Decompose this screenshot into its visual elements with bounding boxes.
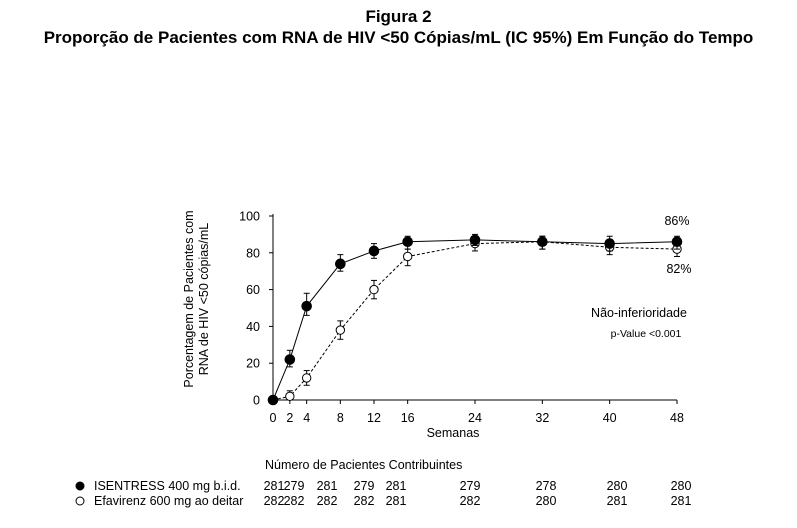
isentress-point (604, 238, 615, 249)
page-header: Figura 2 Proporção de Pacientes com RNA … (0, 6, 797, 48)
table-count-cell: 281 (671, 494, 692, 508)
efavirenz-end-label: 82% (666, 262, 691, 276)
table-count-cell: 282 (460, 494, 481, 508)
table-count-cell: 281 (386, 494, 407, 508)
table-count-cell: 279 (460, 479, 481, 493)
figure-label: Figura 2 (365, 7, 432, 26)
table-count-cell: 281 (386, 479, 407, 493)
table-count-cell: 281 (607, 494, 628, 508)
table-count-cell: 281 (317, 479, 338, 493)
legend-efavirenz-marker (75, 496, 85, 506)
y-tick-label: 60 (246, 283, 260, 297)
table-count-cell: 280 (607, 479, 628, 493)
y-axis-label-line2: RNA de HIV <50 cópias/mL (197, 223, 211, 376)
x-tick-label: 12 (367, 411, 381, 425)
y-tick-label: 20 (246, 357, 260, 371)
x-axis-label: Semanas (427, 426, 480, 440)
efavirenz-point (285, 391, 295, 402)
x-tick-label: 4 (303, 411, 310, 425)
isentress-point (469, 234, 481, 246)
table-count-cell: 282 (354, 494, 375, 508)
efavirenz-point (402, 251, 413, 262)
figure-title: Proporção de Pacientes com RNA de HIV <5… (43, 28, 754, 47)
patients-table: Número de Pacientes Contribuintes ISENTR… (75, 458, 692, 508)
x-tick-label: 32 (535, 411, 549, 425)
y-tick-label: 0 (253, 394, 260, 408)
efavirenz-point (369, 284, 379, 295)
y-tick-label: 40 (246, 320, 260, 334)
y-tick-label: 80 (246, 246, 260, 260)
table-count-cell: 280 (671, 479, 692, 493)
table-count-cell: 280 (536, 494, 557, 508)
isentress-point (368, 245, 380, 257)
x-tick-label: 40 (603, 411, 617, 425)
isentress-point (671, 236, 683, 248)
y-tick-label: 100 (239, 210, 260, 224)
efavirenz-point (301, 373, 312, 383)
chart-labels: Porcentagem de Pacientes com RNA de HIV … (182, 210, 692, 440)
table-row-label: Efavirenz 600 mg ao deitar (94, 494, 243, 508)
isentress-point (537, 236, 548, 248)
isentress-point (267, 394, 279, 406)
table-row-label: ISENTRESS 400 mg b.i.d. (94, 479, 241, 493)
efavirenz-point (335, 325, 346, 335)
isentress-end-label: 86% (664, 214, 689, 228)
isentress-point (301, 300, 312, 312)
isentress-point (402, 236, 413, 248)
x-tick-label: 0 (270, 411, 277, 425)
patients-table-title: Número de Pacientes Contribuintes (265, 458, 462, 472)
isentress-point (335, 258, 346, 270)
x-tick-label: 8 (337, 411, 344, 425)
table-count-cell: 282 (264, 494, 285, 508)
table-count-cell: 281 (264, 479, 285, 493)
chart-series (267, 233, 683, 406)
x-tick-label: 2 (286, 411, 293, 425)
series-line (272, 241, 678, 401)
y-axis-label-line1: Porcentagem de Pacientes com (182, 210, 196, 387)
legend-isentress-marker (75, 481, 85, 491)
x-tick-label: 24 (468, 411, 482, 425)
table-count-cell: 278 (536, 479, 557, 493)
table-count-cell: 279 (284, 479, 305, 493)
x-tick-label: 48 (670, 411, 684, 425)
pvalue-label: p-Value <0.001 (611, 328, 682, 340)
isentress-point (284, 354, 296, 365)
table-count-cell: 282 (284, 494, 305, 508)
table-count-cell: 279 (354, 479, 375, 493)
noninferiority-label: Não-inferioridade (591, 306, 687, 320)
table-count-cell: 282 (317, 494, 338, 508)
series-line (272, 239, 678, 401)
x-tick-label: 16 (401, 411, 415, 425)
